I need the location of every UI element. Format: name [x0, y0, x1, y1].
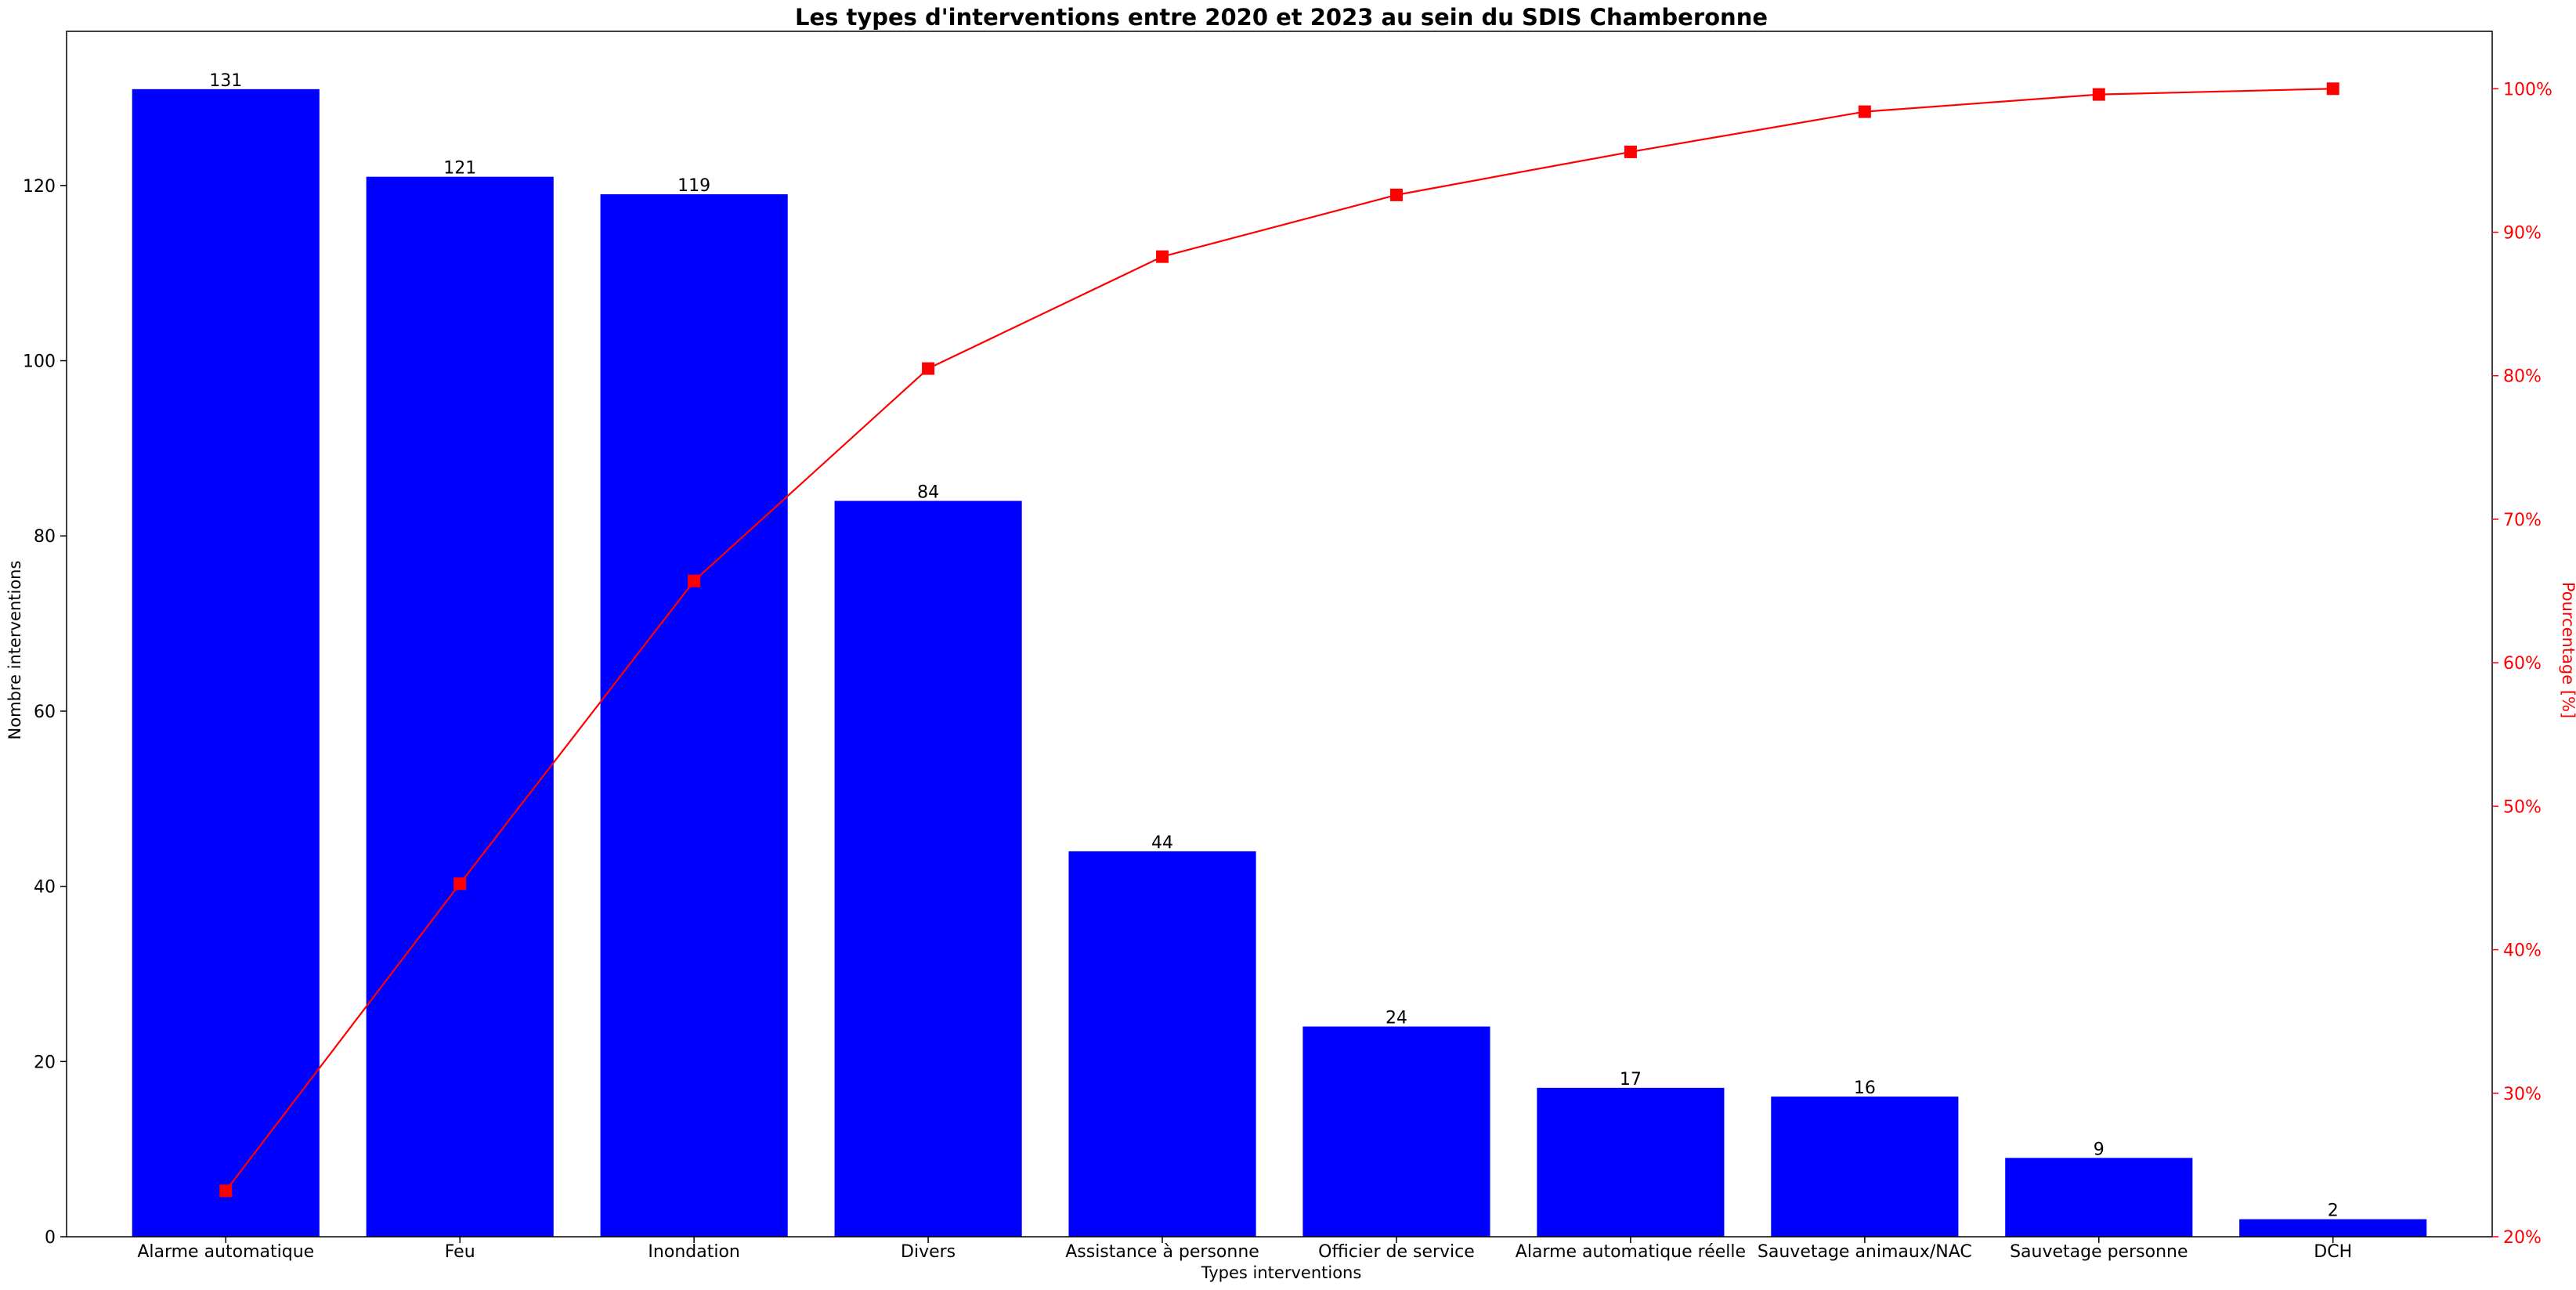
bar: [834, 500, 1022, 1237]
bar-value-label: 2: [2328, 1201, 2339, 1221]
cumulative-percent-line: [225, 88, 2333, 1192]
bar: [1537, 1087, 1725, 1237]
y-axis-label: Nombre interventions: [5, 561, 24, 740]
bar-value-label: 17: [1620, 1070, 1642, 1089]
y2-tick-label: 90%: [2503, 224, 2542, 244]
x-tick-label: Alarme automatique réelle: [1516, 1242, 1746, 1262]
x-ticks: Alarme automatique Feu Inondation Divers Ass…: [137, 1237, 2352, 1262]
cumulative-point: [453, 877, 467, 891]
y2-tick-label: 50%: [2503, 797, 2542, 817]
axes-group: [66, 31, 2493, 1238]
cumulative-point: [1624, 145, 1637, 158]
x-tick-label: Sauvetage animaux/NAC: [1758, 1242, 1972, 1262]
bar-value-label: 44: [1151, 833, 1173, 853]
cumulative-point: [1389, 188, 1403, 201]
chart-title: Les types d'interventions entre 2020 et …: [795, 4, 1768, 31]
bar-value-label: 121: [443, 159, 476, 179]
bar: [366, 176, 554, 1237]
bar-value-label: 131: [209, 71, 242, 91]
x-tick-label: Officier de service: [1318, 1242, 1475, 1262]
cumulative-point: [219, 1184, 233, 1198]
x-tick-label: Alarme automatique: [137, 1242, 314, 1262]
y2-tick-label: 40%: [2503, 941, 2542, 961]
plot-frame: [66, 31, 2493, 1238]
bar-value-label: 119: [677, 176, 710, 196]
x-tick-label: Assistance à personne: [1065, 1242, 1259, 1262]
y2-tick-label: 30%: [2503, 1085, 2542, 1104]
cumulative-point: [2326, 82, 2339, 96]
bar: [2239, 1219, 2427, 1237]
bar-value-label: 16: [1854, 1079, 1876, 1098]
y2-axis-label: Pourcentage [%]: [2559, 582, 2576, 718]
y-tick-label: 100: [23, 352, 56, 372]
bar: [132, 89, 320, 1237]
y-tick-label: 0: [45, 1228, 56, 1248]
y2-tick-label: 100%: [2503, 80, 2553, 99]
y-tick-label: 80: [34, 527, 56, 547]
bar-value-label: 24: [1386, 1009, 1407, 1028]
x-tick-label: DCH: [2314, 1242, 2352, 1262]
bar: [1302, 1026, 1490, 1237]
y2-tick-label: 80%: [2503, 367, 2542, 387]
x-tick-label: Feu: [445, 1242, 475, 1262]
cumulative-point: [922, 362, 935, 375]
x-tick-label: Sauvetage personne: [2010, 1242, 2188, 1262]
left-y-ticks: 0 20 40 60 80 100 120: [23, 177, 67, 1248]
cumulative-point: [1156, 250, 1169, 263]
x-axis-label: Types interventions: [1201, 1263, 1362, 1282]
right-y-ticks: 20% 30% 40% 50% 60% 70% 80% 90% 100%: [2492, 80, 2553, 1248]
y-tick-label: 120: [23, 177, 56, 197]
cumulative-line-group: [219, 82, 2339, 1198]
y2-tick-label: 70%: [2503, 511, 2542, 530]
bar: [600, 194, 788, 1237]
bar-value-label: 84: [917, 482, 939, 502]
bar: [2005, 1158, 2193, 1237]
y2-tick-label: 20%: [2503, 1228, 2542, 1248]
cumulative-point: [1858, 105, 1871, 118]
bars-group: [132, 89, 2427, 1237]
y-tick-label: 40: [34, 878, 56, 898]
bar: [1068, 851, 1256, 1237]
cumulative-point: [688, 574, 701, 587]
cumulative-point: [2092, 88, 2105, 101]
bar-labels-group: 131 121 119 84 44 24 17 16 9 2: [209, 71, 2338, 1221]
y2-tick-label: 60%: [2503, 654, 2542, 674]
bar-value-label: 9: [2094, 1140, 2105, 1159]
y-tick-label: 20: [34, 1053, 56, 1072]
x-tick-label: Divers: [901, 1242, 956, 1262]
y-tick-label: 60: [34, 703, 56, 722]
x-tick-label: Inondation: [648, 1242, 739, 1262]
bar: [1771, 1097, 1959, 1237]
